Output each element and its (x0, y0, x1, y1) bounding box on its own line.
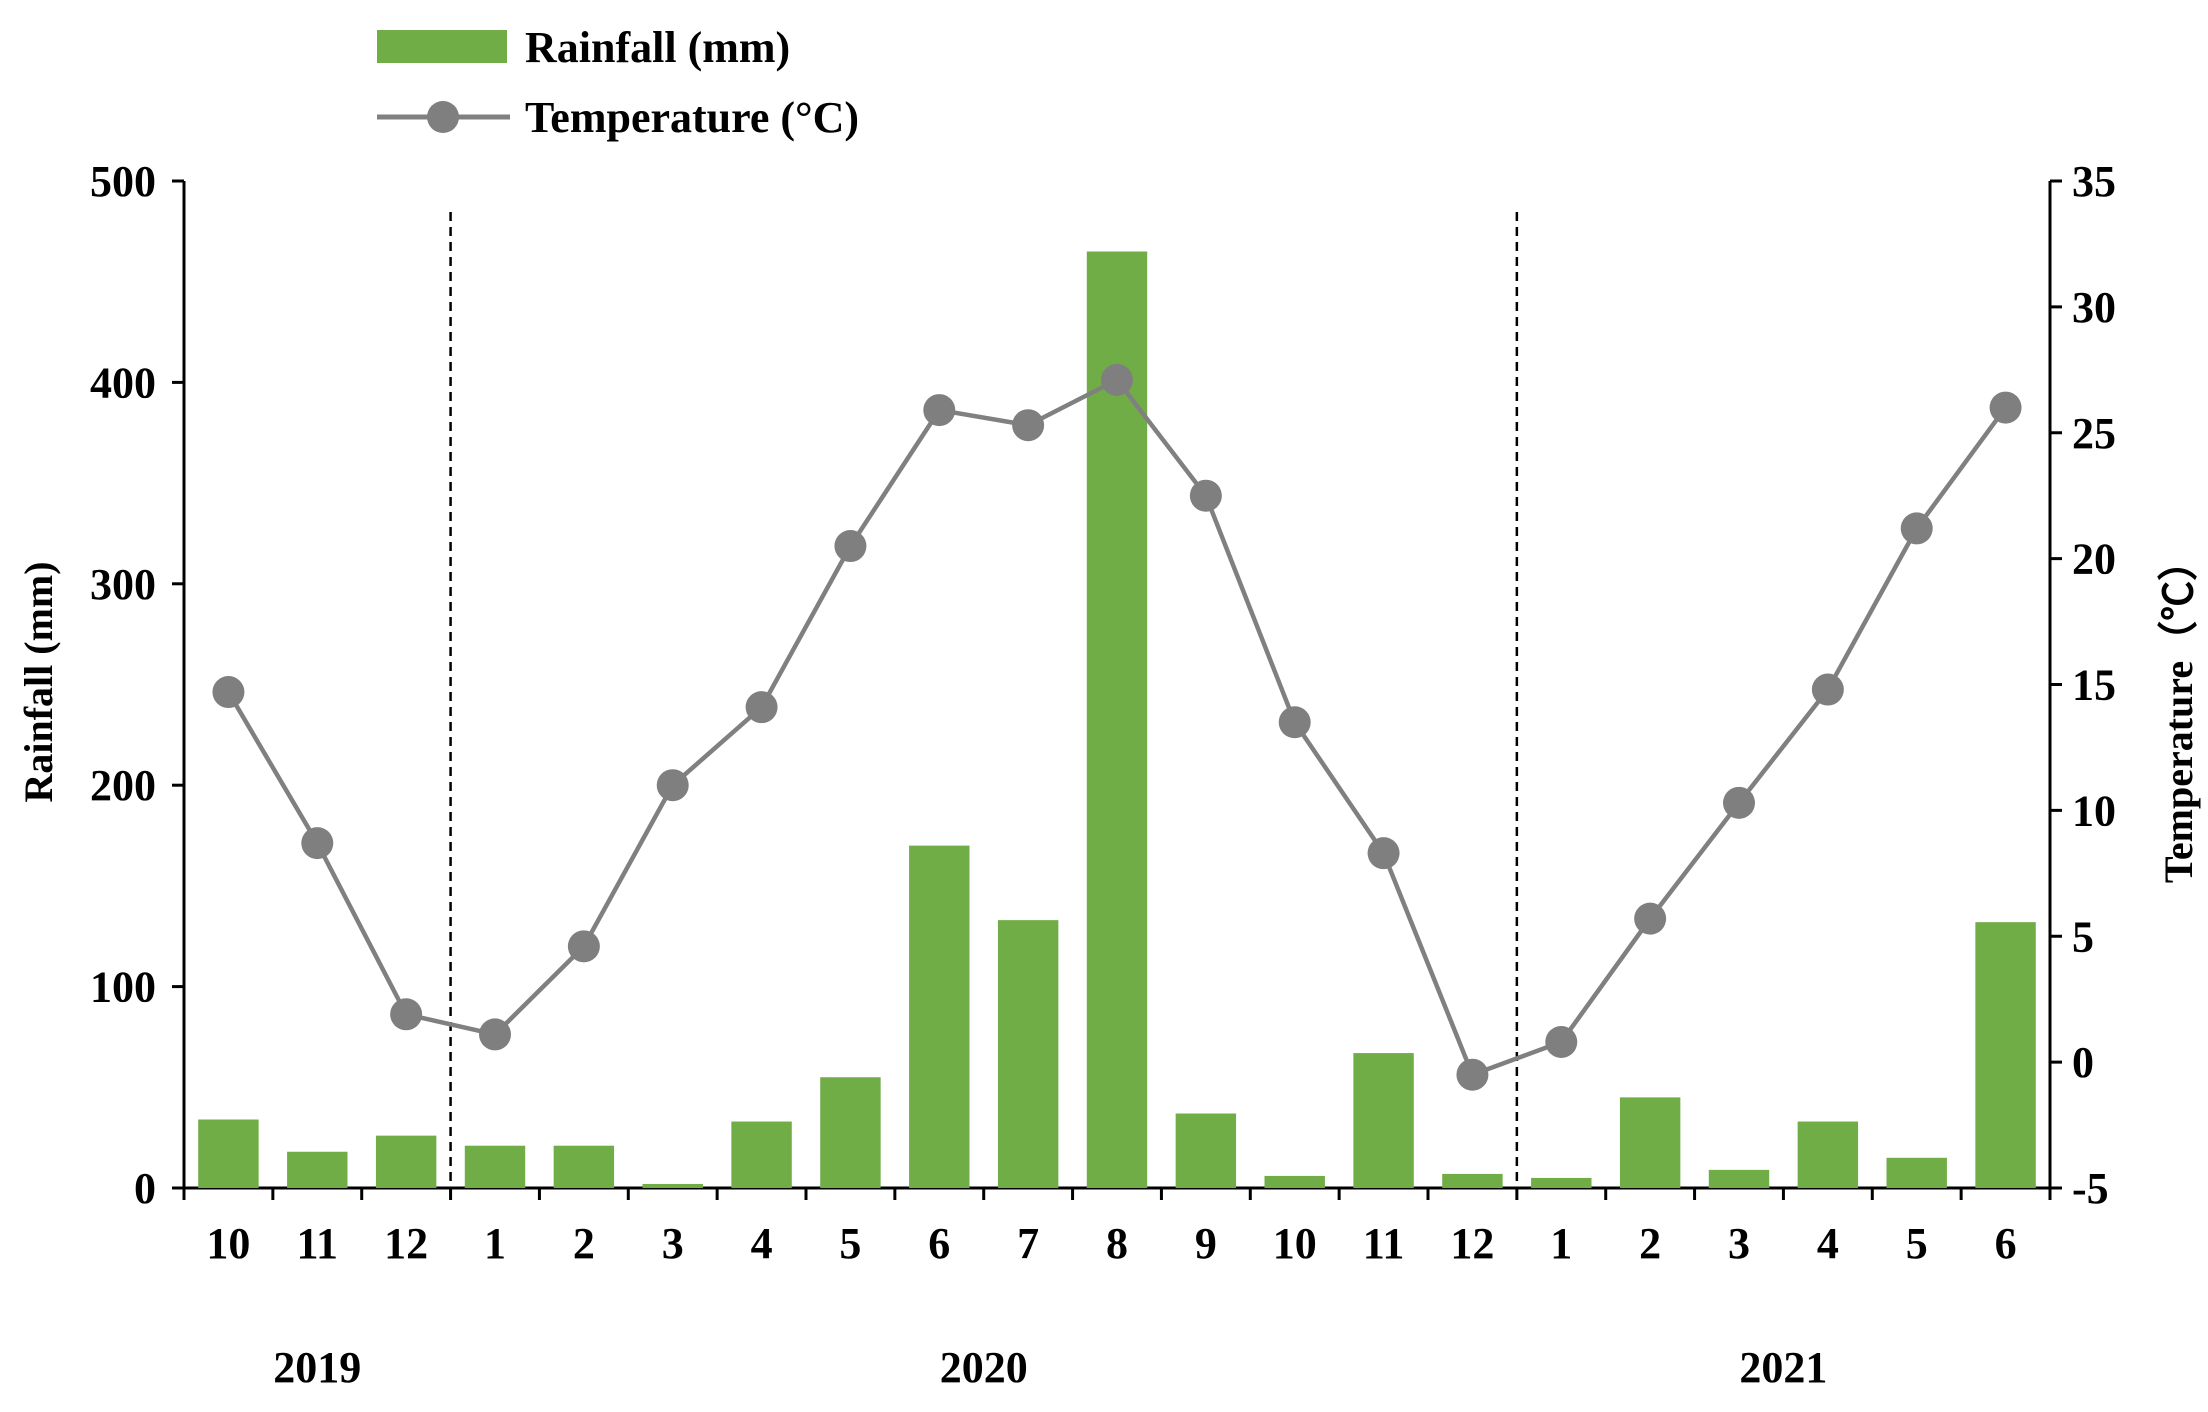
y-right-tick-label: -5 (2072, 1164, 2109, 1213)
year-label: 2019 (273, 1343, 361, 1392)
y-left-tick-label: 500 (90, 157, 156, 206)
x-tick-label: 3 (662, 1219, 684, 1268)
y-left-tick-label: 100 (90, 963, 156, 1012)
x-tick-label: 2 (1639, 1219, 1661, 1268)
y-left-tick-label: 400 (90, 358, 156, 407)
rainfall-bar (1797, 1121, 1859, 1188)
x-tick-label: 5 (1906, 1219, 1928, 1268)
x-tick-label: 5 (839, 1219, 861, 1268)
rainfall-bars (198, 251, 2036, 1189)
y-left-tick-label: 0 (134, 1164, 156, 1213)
temperature-point (301, 827, 334, 860)
year-label: 2021 (1739, 1343, 1827, 1392)
y-right-tick-label: 30 (2072, 283, 2116, 332)
y-right-tick-label: 35 (2072, 157, 2116, 206)
temperature-point (1723, 786, 1755, 819)
rainfall-bar (820, 1077, 881, 1188)
temperature-point (834, 530, 867, 563)
legend: Rainfall (mm) Temperature (°C) (377, 23, 859, 142)
y-right-tick-label: 20 (2072, 535, 2116, 584)
x-tick-label: 4 (1817, 1219, 1839, 1268)
legend-temperature-marker (427, 101, 459, 133)
temperature-point (1545, 1025, 1578, 1058)
rainfall-bar (909, 845, 970, 1188)
temperature-point (1367, 837, 1400, 870)
rainfall-bar (1353, 1053, 1414, 1188)
y-left-axis-title: Rainfall (mm) (16, 561, 61, 802)
temperature-point (212, 676, 245, 709)
rainfall-bar (642, 1183, 703, 1188)
rainfall-bar (287, 1151, 348, 1188)
x-tick-label: 10 (1273, 1219, 1317, 1268)
x-tick-label: 7 (1017, 1219, 1039, 1268)
x-tick-label: 4 (751, 1219, 773, 1268)
temperature-point (1989, 391, 2022, 424)
rainfall-bar (1708, 1169, 1770, 1188)
y-left-tick-label: 200 (90, 761, 156, 810)
temperature-point (656, 769, 689, 802)
rainfall-bar (997, 920, 1059, 1188)
x-tick-label: 1 (484, 1219, 506, 1268)
temperature-point (1189, 479, 1222, 512)
x-tick-label: 6 (928, 1219, 950, 1268)
x-ticks: 10 11 12 1 2 3 4 5 6 7 8 9 10 11 12 1 2 3 4 5 6 (182, 1188, 2052, 1268)
x-tick-label: 2 (573, 1219, 595, 1268)
rainfall-bar (553, 1145, 615, 1188)
y-right-tick-label: 0 (2072, 1038, 2094, 1087)
rainfall-bar (1264, 1175, 1325, 1188)
rainfall-bar (1442, 1173, 1503, 1188)
x-tick-label: 11 (1363, 1219, 1405, 1268)
rainfall-bar (1619, 1097, 1681, 1188)
rainfall-bar (1886, 1157, 1947, 1188)
year-labels: 2019 2020 2021 (273, 1343, 1827, 1392)
x-tick-label: 9 (1195, 1219, 1217, 1268)
rainfall-bar (464, 1145, 526, 1188)
temperature-point (923, 394, 956, 427)
x-tick-label: 6 (1995, 1219, 2017, 1268)
rainfall-bar (1175, 1113, 1237, 1188)
y-left-tick-label: 300 (90, 560, 156, 609)
rainfall-bar (375, 1135, 437, 1188)
temperature-point (1278, 706, 1311, 739)
x-tick-label: 11 (296, 1219, 338, 1268)
legend-rainfall-label: Rainfall (mm) (525, 23, 790, 72)
x-tick-label: 8 (1106, 1219, 1128, 1268)
rainfall-bar (1531, 1177, 1592, 1188)
temperature-point (1012, 409, 1045, 442)
y-right-ticks: -5 0 5 10 15 20 25 30 35 (2050, 157, 2116, 1213)
legend-rainfall-swatch (377, 30, 507, 63)
x-tick-label: 12 (1450, 1219, 1494, 1268)
y-right-tick-label: 15 (2072, 661, 2116, 710)
temperature-point (1101, 363, 1133, 396)
temperature-point (1811, 673, 1844, 706)
x-tick-label: 12 (384, 1219, 428, 1268)
year-dividers (449, 212, 1519, 1188)
temperature-point (567, 930, 600, 963)
x-tick-label: 3 (1728, 1219, 1750, 1268)
x-tick-label: 10 (206, 1219, 250, 1268)
y-right-axis-title: Temperature（℃） (2156, 541, 2201, 883)
temperature-point (479, 1018, 511, 1051)
temperature-point (390, 998, 423, 1031)
x-tick-label: 1 (1550, 1219, 1572, 1268)
legend-temperature-label: Temperature (°C) (525, 93, 859, 142)
y-right-tick-label: 10 (2072, 786, 2116, 835)
temperature-point (1900, 512, 1933, 545)
rainfall-bar (1975, 922, 2036, 1188)
y-left-ticks: 0 100 200 300 400 500 (90, 157, 184, 1213)
y-right-tick-label: 5 (2072, 912, 2094, 961)
year-label: 2020 (940, 1343, 1028, 1392)
temperature-point (1456, 1058, 1489, 1091)
temperature-series (212, 363, 2022, 1091)
temperature-point (745, 691, 778, 724)
rainfall-bar (198, 1119, 259, 1188)
temperature-point (1634, 902, 1667, 935)
rainfall-bar (731, 1121, 792, 1188)
y-right-tick-label: 25 (2072, 409, 2116, 458)
